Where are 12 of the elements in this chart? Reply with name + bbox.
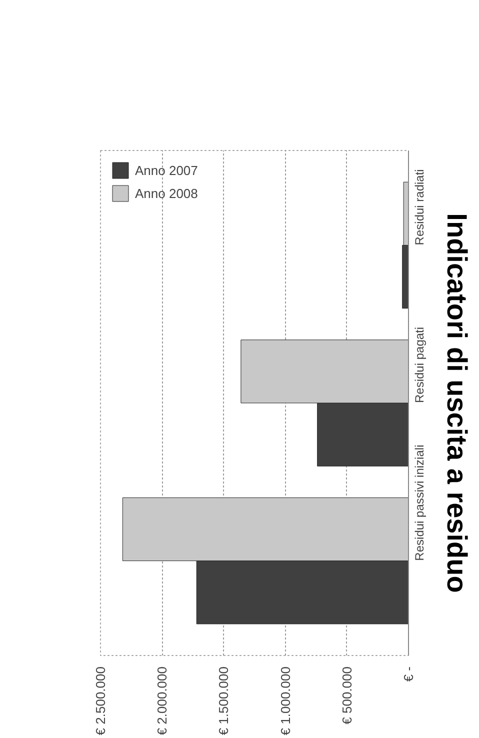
x-tick-label: € 1.500.000	[216, 666, 232, 736]
legend-label: Anno 2008	[135, 186, 198, 200]
x-tick-label: € 2.000.000	[154, 666, 170, 736]
y-tick-label: Residui radiati	[412, 169, 426, 246]
x-tick-label: € 1.000.000	[278, 666, 293, 736]
text: Indicatori di uscita a residuo	[442, 213, 472, 593]
legend-label: Anno 2007	[135, 162, 198, 178]
x-tick-label: € 2.500.000	[93, 666, 108, 736]
y-tick-label: Residui passivi iniziali	[412, 444, 426, 561]
x-tick-label: € 500.000	[339, 666, 354, 724]
y-tick-label: Residui pagati	[412, 326, 426, 403]
x-tick-label: € -	[401, 666, 416, 682]
